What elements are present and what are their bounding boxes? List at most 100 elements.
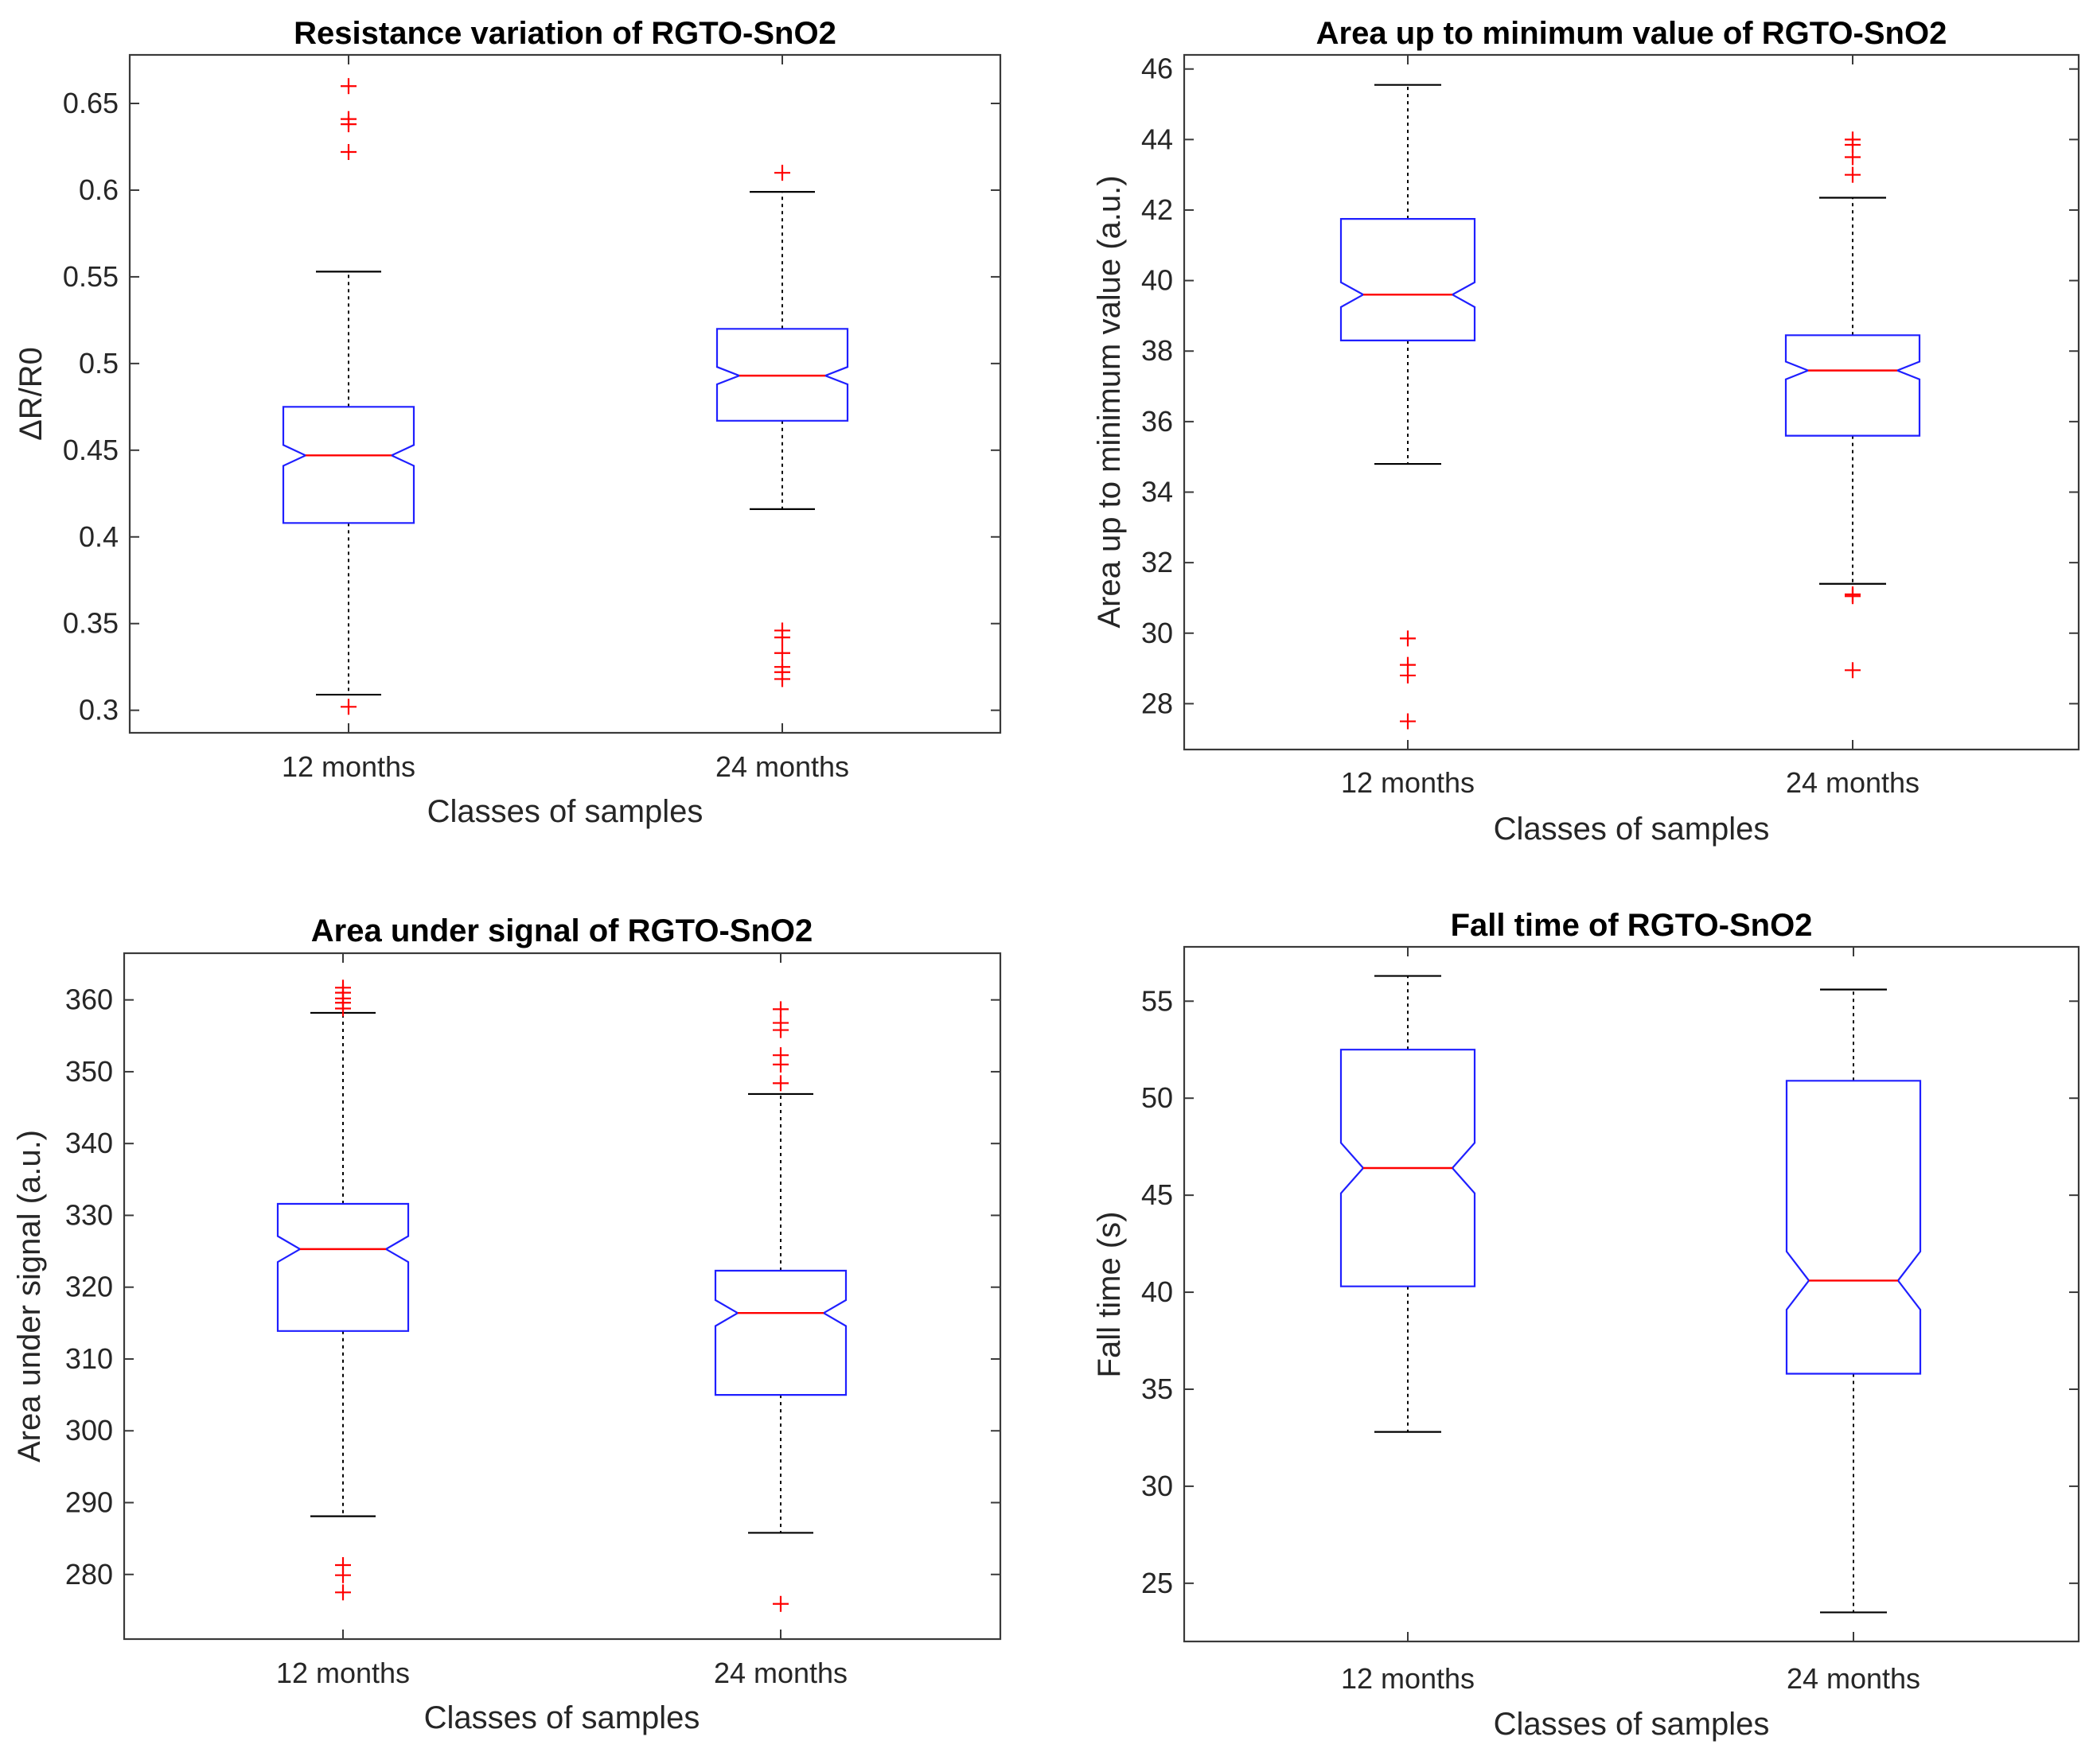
outlier-marker <box>335 1584 351 1601</box>
x-tick-label: 24 months <box>1786 766 1920 799</box>
x-axis: 12 months 24 months <box>282 55 849 783</box>
notched-box <box>276 1202 410 1332</box>
y-tick-label: 360 <box>65 983 113 1016</box>
y-axis: 0.3 0.35 0.4 0.45 0.5 0.55 0.6 0.65 <box>63 87 1000 726</box>
outlier-marker <box>335 1557 351 1574</box>
outlier-marker <box>1845 131 1861 148</box>
notched-box <box>714 1269 848 1396</box>
outlier-marker <box>773 1047 789 1064</box>
panel-resistance-variation: Resistance variation of RGTO-SnO2 0.30.3… <box>14 16 1002 829</box>
y-axis-label: Area up to minimum value (a.u.) <box>1092 175 1127 628</box>
y-tick-label: 330 <box>65 1198 113 1231</box>
y-axis: 25 30 35 40 45 50 55 <box>1141 984 2079 1599</box>
y-tick-label: 0.65 <box>63 87 119 119</box>
boxplot-marks <box>276 979 848 1612</box>
outlier-marker <box>774 622 790 639</box>
y-tick-label: 300 <box>65 1414 113 1447</box>
y-axis: 28 30 32 34 36 38 40 42 44 46 <box>1141 53 2079 719</box>
y-axis-label: Fall time (s) <box>1092 1212 1127 1378</box>
notched-box <box>715 328 849 422</box>
x-tick-label: 24 months <box>714 1657 848 1689</box>
chart-title: Resistance variation of RGTO-SnO2 <box>294 16 836 51</box>
chart-title: Fall time of RGTO-SnO2 <box>1451 908 1813 943</box>
x-axis-label: Classes of samples <box>427 794 704 829</box>
outlier-marker <box>773 1014 789 1031</box>
y-tick-label: 34 <box>1141 476 1173 508</box>
plot-frame <box>128 53 1002 734</box>
outlier-marker <box>341 144 357 161</box>
notched-box <box>1784 334 1921 437</box>
x-axis: 12 months 24 months <box>276 953 848 1689</box>
y-axis-label: ΔR/R0 <box>14 347 49 441</box>
y-tick-label: 0.5 <box>79 347 119 380</box>
plot-frame <box>123 952 1002 1641</box>
outlier-marker <box>1845 166 1861 183</box>
y-tick-label: 340 <box>65 1127 113 1159</box>
outlier-marker <box>335 979 351 996</box>
y-tick-label: 50 <box>1141 1081 1173 1114</box>
outlier-marker <box>773 1001 789 1018</box>
y-tick-label: 36 <box>1141 405 1173 438</box>
outlier-marker <box>774 165 790 181</box>
x-axis: 12 months 24 months <box>1341 947 1920 1695</box>
notched-box <box>282 406 415 524</box>
y-tick-label: 0.4 <box>79 520 119 553</box>
y-tick-label: 42 <box>1141 193 1173 226</box>
outlier-marker <box>1400 713 1416 730</box>
y-tick-label: 0.3 <box>79 694 119 726</box>
panel-area-under-signal: Area under signal of RGTO-SnO2 280 290 300… <box>12 913 1002 1735</box>
chart-title: Area under signal of RGTO-SnO2 <box>311 913 813 948</box>
boxplot-marks <box>1339 84 1921 730</box>
outlier-marker <box>341 111 357 127</box>
x-axis-label: Classes of samples <box>424 1700 700 1735</box>
plot-frame <box>1183 53 2080 751</box>
outlier-marker <box>774 659 790 676</box>
notched-box <box>1339 218 1476 341</box>
outlier-marker <box>1400 656 1416 673</box>
y-tick-label: 350 <box>65 1055 113 1088</box>
outlier-marker <box>1845 586 1861 603</box>
x-tick-label: 12 months <box>1341 766 1475 799</box>
y-tick-label: 280 <box>65 1558 113 1591</box>
x-tick-label: 12 months <box>276 1657 410 1689</box>
x-axis: 12 months 24 months <box>1341 55 1920 799</box>
y-tick-label: 46 <box>1141 53 1173 85</box>
outlier-marker <box>341 699 357 715</box>
y-tick-label: 0.45 <box>63 434 119 466</box>
y-tick-label: 35 <box>1141 1373 1173 1405</box>
x-axis-label: Classes of samples <box>1494 812 1770 847</box>
y-tick-label: 0.6 <box>79 173 119 206</box>
y-tick-label: 290 <box>65 1486 113 1519</box>
y-axis-label: Area under signal (a.u.) <box>12 1130 47 1462</box>
y-tick-label: 25 <box>1141 1567 1173 1599</box>
outlier-marker <box>774 644 790 661</box>
outlier-marker <box>773 1075 789 1092</box>
y-tick-label: 32 <box>1141 546 1173 578</box>
x-tick-label: 24 months <box>715 750 849 783</box>
y-tick-label: 30 <box>1141 1470 1173 1502</box>
outlier-marker <box>773 1595 789 1612</box>
y-tick-label: 0.35 <box>63 607 119 640</box>
boxplot-marks <box>282 78 849 715</box>
outlier-marker <box>341 78 357 95</box>
y-axis: 280 290 300 310 320 330 340 350 360 <box>65 983 1000 1591</box>
outlier-marker <box>1845 662 1861 679</box>
y-tick-label: 40 <box>1141 1275 1173 1308</box>
x-tick-label: 12 months <box>1341 1662 1475 1695</box>
y-tick-label: 30 <box>1141 617 1173 649</box>
x-tick-label: 24 months <box>1787 1662 1920 1695</box>
y-tick-label: 55 <box>1141 984 1173 1017</box>
y-tick-label: 38 <box>1141 334 1173 367</box>
notched-box <box>1339 1049 1476 1287</box>
notched-box <box>1785 1080 1922 1375</box>
y-tick-label: 28 <box>1141 687 1173 719</box>
y-tick-label: 0.55 <box>63 260 119 293</box>
y-tick-label: 320 <box>65 1271 113 1303</box>
y-tick-label: 44 <box>1141 123 1173 155</box>
y-tick-label: 40 <box>1141 264 1173 297</box>
panel-fall-time: Fall time of RGTO-SnO2 25 30 35 40 45 50 55 12… <box>1092 908 2080 1742</box>
boxplot-marks <box>1339 975 1922 1614</box>
x-tick-label: 12 months <box>282 750 415 783</box>
chart-title: Area up to minimum value of RGTO-SnO2 <box>1316 16 1947 51</box>
